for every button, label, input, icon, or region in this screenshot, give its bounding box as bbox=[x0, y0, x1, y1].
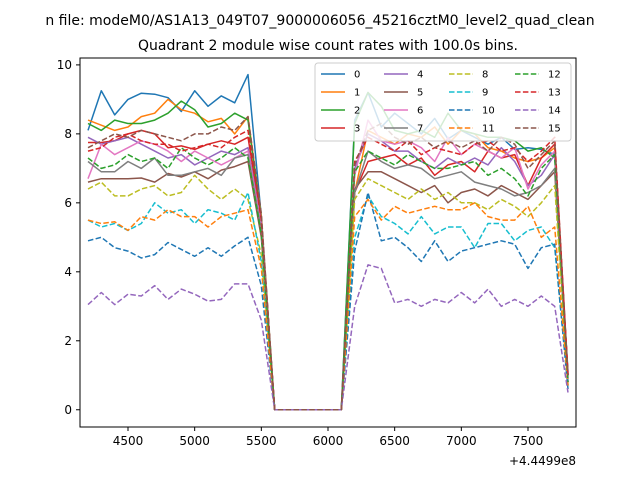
y-axis: 0 2 4 6 8 10 bbox=[57, 58, 80, 417]
x-tick-label: 5000 bbox=[179, 434, 210, 448]
series-line-14 bbox=[87, 264, 569, 411]
series-line-8 bbox=[87, 174, 569, 411]
series-line-3 bbox=[88, 129, 569, 411]
y-tick-label: 10 bbox=[57, 58, 72, 72]
legend-label-6: 6 bbox=[417, 106, 423, 117]
chart-title: Quadrant 2 module wise count rates with … bbox=[138, 38, 518, 54]
legend-label-12: 12 bbox=[548, 70, 561, 81]
y-tick-label: 8 bbox=[64, 127, 72, 141]
x-tick-label: 4500 bbox=[113, 434, 144, 448]
x-tick-label: 6500 bbox=[379, 434, 410, 448]
series-line-11 bbox=[87, 198, 569, 411]
x-tick-label: 7000 bbox=[446, 434, 477, 448]
series-line-1 bbox=[87, 98, 569, 411]
series-line-6 bbox=[87, 119, 569, 411]
legend-label-13: 13 bbox=[548, 88, 561, 99]
y-tick-label: 2 bbox=[64, 334, 72, 348]
x-tick-label: 5500 bbox=[246, 434, 277, 448]
legend-label-0: 0 bbox=[354, 70, 360, 81]
y-tick-label: 6 bbox=[64, 196, 72, 210]
series-line-9 bbox=[87, 191, 569, 411]
legend-frame bbox=[314, 62, 572, 142]
x-tick-label: 7500 bbox=[513, 434, 544, 448]
legend-label-15: 15 bbox=[548, 124, 561, 135]
series-line-15 bbox=[87, 115, 569, 411]
x-tick-label: 6000 bbox=[313, 434, 344, 448]
legend-label-14: 14 bbox=[548, 106, 561, 117]
series-line-10 bbox=[87, 191, 569, 411]
series-line-12 bbox=[87, 146, 569, 411]
figure-suptitle: n file: modeM0/AS1A13_049T07_9000006056_… bbox=[45, 13, 594, 29]
legend-label-11: 11 bbox=[482, 124, 495, 135]
legend-label-7: 7 bbox=[417, 124, 423, 135]
legend-label-1: 1 bbox=[354, 88, 360, 99]
legend-label-8: 8 bbox=[482, 70, 488, 81]
legend-label-5: 5 bbox=[417, 88, 423, 99]
series-line-13 bbox=[87, 129, 569, 411]
plot-lines bbox=[87, 73, 569, 411]
legend-label-2: 2 bbox=[354, 106, 360, 117]
legend-label-9: 9 bbox=[482, 88, 488, 99]
y-tick-label: 4 bbox=[64, 265, 72, 279]
series-line-5 bbox=[87, 160, 569, 411]
x-axis-offset-label: +4.4499e8 bbox=[509, 454, 576, 468]
legend-label-4: 4 bbox=[417, 70, 423, 81]
legend-label-3: 3 bbox=[354, 124, 360, 135]
series-line-4 bbox=[87, 133, 569, 411]
legend-label-10: 10 bbox=[482, 106, 495, 117]
x-axis: 4500 5000 5500 6000 6500 7000 7500 bbox=[113, 427, 544, 448]
y-tick-label: 0 bbox=[64, 403, 72, 417]
